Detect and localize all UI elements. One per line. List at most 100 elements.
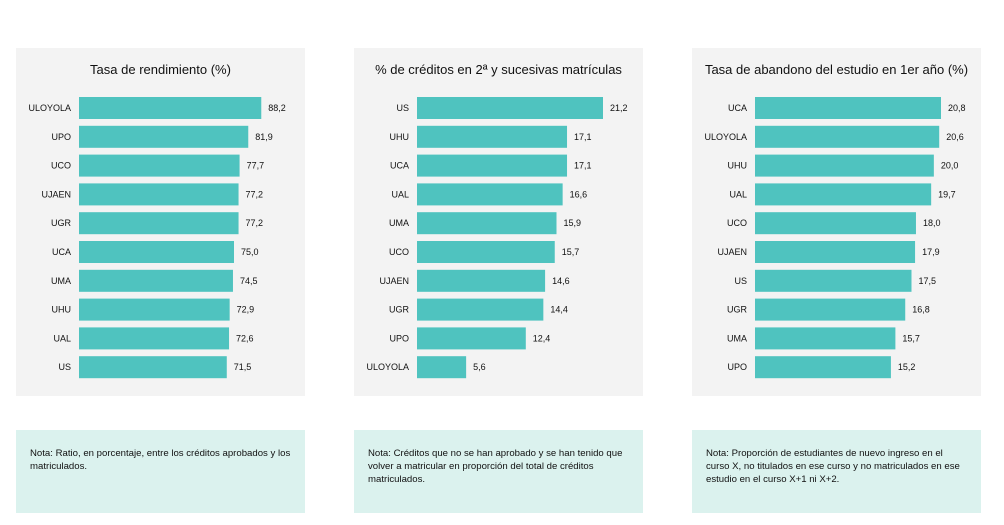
category-label: ULOYOLA bbox=[366, 362, 409, 372]
value-label: 15,2 bbox=[898, 362, 916, 372]
bar bbox=[417, 356, 467, 379]
value-label: 77,2 bbox=[246, 218, 264, 228]
category-label: UCA bbox=[390, 161, 409, 171]
bar bbox=[417, 298, 544, 321]
category-label: UHU bbox=[728, 161, 748, 171]
bar bbox=[755, 154, 934, 177]
chart-title: % de créditos en 2ª y sucesivas matrícul… bbox=[375, 62, 622, 77]
category-label: UMA bbox=[727, 333, 747, 343]
bar-chart-rendimiento: ULOYOLA 88,2 UPO 81,9 UCO 77,7 UJAEN 77,2 UGR 77,… bbox=[28, 97, 286, 379]
bar bbox=[755, 269, 912, 292]
value-label: 15,9 bbox=[564, 218, 582, 228]
note-abandono: Nota: Proporción de estudiantes de nuevo… bbox=[692, 430, 981, 513]
value-label: 17,9 bbox=[922, 247, 940, 257]
category-label: UAL bbox=[391, 189, 409, 199]
category-label: UMA bbox=[51, 276, 71, 286]
bar-chart-creditos: US 21,2 UHU 17,1 UCA 17,1 UAL 16,6 UMA 15,9 UCO 15,… bbox=[366, 97, 628, 379]
category-label: UCA bbox=[728, 103, 747, 113]
bar-chart-abandono: UCA 20,8 ULOYOLA 20,6 UHU 20,0 UAL 19,7 UCO 18,0 U… bbox=[704, 97, 966, 379]
category-label: UHU bbox=[390, 132, 410, 142]
chart-panel-creditos: % de créditos en 2ª y sucesivas matrícul… bbox=[354, 48, 643, 396]
value-label: 71,5 bbox=[234, 362, 252, 372]
category-label: UCA bbox=[52, 247, 71, 257]
category-label: UJAEN bbox=[41, 189, 71, 199]
value-label: 12,4 bbox=[533, 333, 551, 343]
value-label: 20,0 bbox=[941, 161, 959, 171]
bar bbox=[417, 183, 563, 206]
bar bbox=[79, 327, 230, 350]
bar bbox=[79, 298, 230, 321]
bar bbox=[417, 97, 603, 119]
value-label: 72,9 bbox=[237, 305, 255, 315]
value-label: 21,2 bbox=[610, 103, 628, 113]
value-label: 15,7 bbox=[562, 247, 580, 257]
bar bbox=[79, 241, 234, 263]
category-label: UAL bbox=[53, 333, 71, 343]
bar bbox=[755, 241, 916, 263]
bar bbox=[79, 97, 262, 119]
bar bbox=[755, 327, 896, 350]
bar bbox=[79, 212, 239, 235]
category-label: UJAEN bbox=[379, 276, 409, 286]
value-label: 5,6 bbox=[473, 362, 486, 372]
category-label: ULOYOLA bbox=[28, 103, 71, 113]
category-label: UCO bbox=[51, 161, 71, 171]
category-label: UAL bbox=[729, 189, 747, 199]
bar bbox=[417, 269, 546, 292]
value-label: 16,6 bbox=[570, 189, 588, 199]
category-label: UCO bbox=[389, 247, 409, 257]
value-label: 14,4 bbox=[550, 305, 568, 315]
category-label: UMA bbox=[389, 218, 409, 228]
chart-title: Tasa de rendimiento (%) bbox=[90, 62, 231, 77]
category-label: UCO bbox=[727, 218, 747, 228]
category-label: UPO bbox=[727, 362, 747, 372]
value-label: 20,6 bbox=[946, 132, 964, 142]
value-label: 88,2 bbox=[268, 103, 286, 113]
bar bbox=[755, 183, 932, 206]
bar bbox=[417, 241, 555, 263]
value-label: 15,7 bbox=[902, 333, 920, 343]
value-label: 17,5 bbox=[918, 276, 936, 286]
category-label: US bbox=[734, 276, 747, 286]
bar bbox=[755, 298, 906, 321]
category-label: UJAEN bbox=[717, 247, 747, 257]
category-label: ULOYOLA bbox=[704, 132, 747, 142]
bar bbox=[79, 125, 249, 148]
note-creditos: Nota: Créditos que no se han aprobado y … bbox=[354, 430, 643, 513]
category-label: US bbox=[396, 103, 409, 113]
chart-title: Tasa de abandono del estudio en 1er año … bbox=[704, 62, 969, 77]
chart-panel-rendimiento: Tasa de rendimiento (%) ULOYOLA 88,2 UPO 81… bbox=[16, 48, 305, 396]
category-label: US bbox=[58, 362, 71, 372]
value-label: 77,7 bbox=[247, 161, 265, 171]
value-label: 16,8 bbox=[912, 305, 930, 315]
category-label: UPO bbox=[389, 333, 409, 343]
value-label: 81,9 bbox=[255, 132, 273, 142]
bar bbox=[417, 125, 568, 148]
value-label: 72,6 bbox=[236, 333, 254, 343]
bar bbox=[755, 97, 941, 119]
bar bbox=[79, 269, 233, 292]
bar bbox=[417, 327, 526, 350]
category-label: UHU bbox=[52, 305, 72, 315]
value-label: 74,5 bbox=[240, 276, 258, 286]
value-label: 75,0 bbox=[241, 247, 259, 257]
bar bbox=[755, 125, 940, 148]
bar bbox=[79, 154, 240, 177]
value-label: 18,0 bbox=[923, 218, 941, 228]
value-label: 17,1 bbox=[574, 161, 592, 171]
category-label: UGR bbox=[51, 218, 72, 228]
category-label: UGR bbox=[727, 305, 748, 315]
bar bbox=[79, 183, 239, 206]
bar bbox=[417, 212, 557, 235]
bar bbox=[417, 154, 568, 177]
value-label: 14,6 bbox=[552, 276, 570, 286]
value-label: 77,2 bbox=[246, 189, 264, 199]
note-rendimiento: Nota: Ratio, en porcentaje, entre los cr… bbox=[16, 430, 305, 513]
value-label: 17,1 bbox=[574, 132, 592, 142]
value-label: 19,7 bbox=[938, 189, 956, 199]
bar bbox=[755, 356, 891, 379]
category-label: UGR bbox=[389, 305, 410, 315]
category-label: UPO bbox=[51, 132, 71, 142]
chart-panel-abandono: Tasa de abandono del estudio en 1er año … bbox=[692, 48, 981, 396]
bar bbox=[79, 356, 227, 379]
